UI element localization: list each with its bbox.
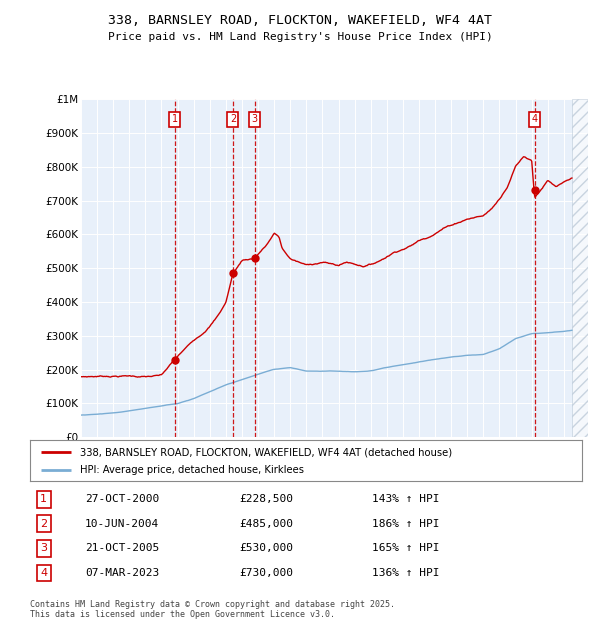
Text: 4: 4 xyxy=(532,115,538,125)
Text: Contains HM Land Registry data © Crown copyright and database right 2025.
This d: Contains HM Land Registry data © Crown c… xyxy=(30,600,395,619)
Text: £485,000: £485,000 xyxy=(240,519,294,529)
Text: 4: 4 xyxy=(40,568,47,578)
Text: 143% ↑ HPI: 143% ↑ HPI xyxy=(372,494,440,504)
Text: 1: 1 xyxy=(172,115,178,125)
Text: 338, BARNSLEY ROAD, FLOCKTON, WAKEFIELD, WF4 4AT: 338, BARNSLEY ROAD, FLOCKTON, WAKEFIELD,… xyxy=(108,14,492,27)
Text: 27-OCT-2000: 27-OCT-2000 xyxy=(85,494,160,504)
Text: 07-MAR-2023: 07-MAR-2023 xyxy=(85,568,160,578)
Text: 338, BARNSLEY ROAD, FLOCKTON, WAKEFIELD, WF4 4AT (detached house): 338, BARNSLEY ROAD, FLOCKTON, WAKEFIELD,… xyxy=(80,447,452,458)
Text: £730,000: £730,000 xyxy=(240,568,294,578)
Text: 2: 2 xyxy=(230,115,236,125)
Text: Price paid vs. HM Land Registry's House Price Index (HPI): Price paid vs. HM Land Registry's House … xyxy=(107,32,493,42)
Text: 136% ↑ HPI: 136% ↑ HPI xyxy=(372,568,440,578)
Text: 2: 2 xyxy=(40,519,47,529)
Text: £228,500: £228,500 xyxy=(240,494,294,504)
Text: 1: 1 xyxy=(40,494,47,504)
Text: 21-OCT-2005: 21-OCT-2005 xyxy=(85,543,160,553)
Text: 186% ↑ HPI: 186% ↑ HPI xyxy=(372,519,440,529)
Text: 3: 3 xyxy=(40,543,47,553)
Text: HPI: Average price, detached house, Kirklees: HPI: Average price, detached house, Kirk… xyxy=(80,466,304,476)
Text: 3: 3 xyxy=(252,115,258,125)
Text: 165% ↑ HPI: 165% ↑ HPI xyxy=(372,543,440,553)
Text: £530,000: £530,000 xyxy=(240,543,294,553)
Text: 10-JUN-2004: 10-JUN-2004 xyxy=(85,519,160,529)
